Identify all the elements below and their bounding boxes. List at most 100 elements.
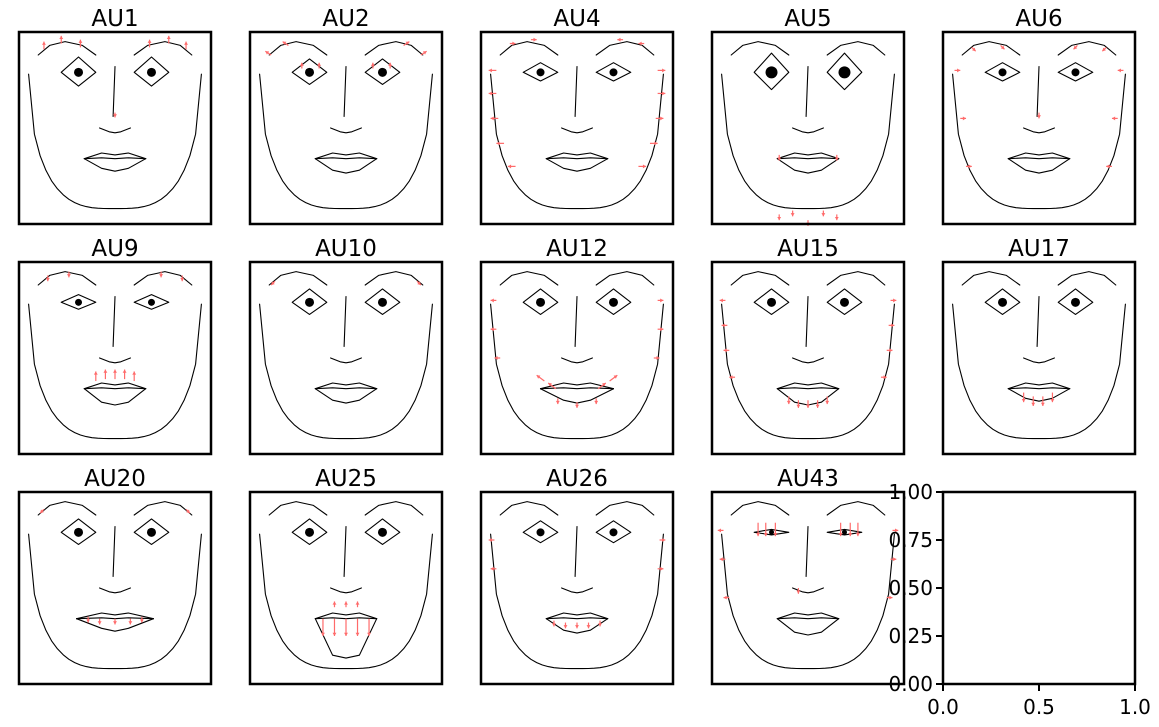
nose-base — [99, 127, 131, 134]
panel-title: AU6 — [1015, 6, 1062, 32]
nose-base — [561, 127, 593, 134]
eyebrow-left — [37, 41, 97, 56]
panel-au15: AU15 — [710, 236, 906, 456]
upper-lip — [545, 612, 609, 620]
face-outline — [490, 73, 664, 210]
displacement-arrows — [954, 45, 1124, 169]
panel-au10: AU10 — [248, 236, 444, 456]
ytick-label: 0.00 — [888, 672, 933, 696]
eye-left — [984, 62, 1021, 82]
lower-lip — [83, 388, 147, 406]
panel-frame — [17, 30, 213, 226]
displacement-arrows — [45, 271, 185, 382]
lower-lip — [83, 158, 147, 172]
panel-title: AU15 — [777, 236, 839, 262]
lip-line — [76, 617, 154, 620]
displacement-arrows — [321, 601, 371, 636]
upper-lip — [83, 152, 147, 160]
lip-line — [776, 617, 840, 620]
pupil-left — [998, 68, 1007, 77]
nose-base — [792, 127, 824, 134]
panel-au6: AU6 — [941, 6, 1137, 226]
eye-right — [364, 288, 401, 315]
pupil-right — [1071, 68, 1080, 77]
nose-base — [330, 127, 362, 134]
panel-frame — [710, 260, 906, 456]
lower-lip — [76, 618, 154, 632]
upper-lip — [1007, 382, 1071, 390]
eyebrow-left — [961, 41, 1021, 56]
face-outline — [259, 303, 433, 440]
eyebrow-right — [826, 271, 886, 286]
eyebrow-right — [364, 501, 424, 516]
eye-left — [522, 288, 559, 315]
nose-bridge — [805, 526, 809, 578]
panel-title: AU26 — [546, 466, 608, 492]
lip-line — [83, 157, 147, 160]
face-outline — [721, 73, 895, 210]
pupil-left — [536, 297, 546, 307]
eyebrow-left — [37, 271, 97, 286]
displacement-arrows — [42, 35, 188, 118]
eye-right — [826, 288, 863, 315]
eye-left — [60, 56, 97, 87]
lower-lip — [545, 158, 609, 172]
nose-base — [1023, 357, 1055, 364]
face-outline — [28, 533, 202, 670]
eyebrow-left — [961, 271, 1021, 286]
upper-lip — [314, 382, 378, 390]
panel-au26: AU26 — [479, 466, 675, 686]
panel-title: AU9 — [91, 236, 138, 262]
eye-left — [522, 520, 559, 544]
eyebrow-left — [730, 41, 790, 56]
nose-base — [330, 587, 362, 594]
lower-lip — [1007, 158, 1071, 174]
eye-left — [753, 288, 790, 315]
nose-base — [561, 587, 593, 594]
upper-lip — [76, 612, 154, 620]
lip-line — [83, 387, 147, 390]
pupil-right — [609, 528, 618, 537]
lower-lip — [1007, 388, 1071, 402]
eye-left — [60, 294, 97, 310]
panel-frame — [479, 30, 675, 226]
panel-frame — [248, 490, 444, 686]
panel-title: AU12 — [546, 236, 608, 262]
eyebrow-left — [499, 271, 559, 286]
nose-base — [792, 357, 824, 364]
eyebrow-right — [1057, 41, 1117, 56]
nose-bridge — [112, 526, 116, 578]
eyebrow-right — [364, 271, 424, 286]
displacement-arrows — [1021, 392, 1055, 406]
panel-au12: AU12 — [479, 236, 675, 456]
upper-lip — [776, 382, 840, 390]
nose-base — [561, 357, 593, 364]
pupil-right — [377, 527, 387, 537]
pupil-left — [536, 528, 545, 537]
pupil-left — [75, 298, 83, 306]
displacement-arrows — [777, 154, 839, 226]
eyebrow-right — [133, 41, 193, 56]
xtick-label: 0.0 — [927, 695, 959, 719]
panel-au2: AU2 — [248, 6, 444, 226]
eyebrow-left — [499, 501, 559, 516]
displacement-arrows — [719, 298, 897, 408]
upper-lip — [776, 152, 840, 160]
panel-title: AU20 — [84, 466, 146, 492]
nose-base — [99, 587, 131, 594]
nose-bridge — [112, 296, 116, 348]
pupil-left — [305, 297, 315, 307]
lip-line — [545, 617, 609, 620]
eye-left — [522, 62, 559, 82]
eye-right — [595, 288, 632, 315]
pupil-right — [839, 297, 849, 307]
panel-au43: AU43 — [710, 466, 906, 686]
face-outline — [721, 533, 895, 670]
face-outline — [28, 73, 202, 210]
pupil-right — [146, 67, 156, 77]
panel-frame — [941, 260, 1137, 456]
displacement-arrows — [488, 37, 666, 169]
lower-lip — [776, 158, 840, 174]
eye-right — [133, 294, 170, 310]
panel-frame — [479, 490, 675, 686]
